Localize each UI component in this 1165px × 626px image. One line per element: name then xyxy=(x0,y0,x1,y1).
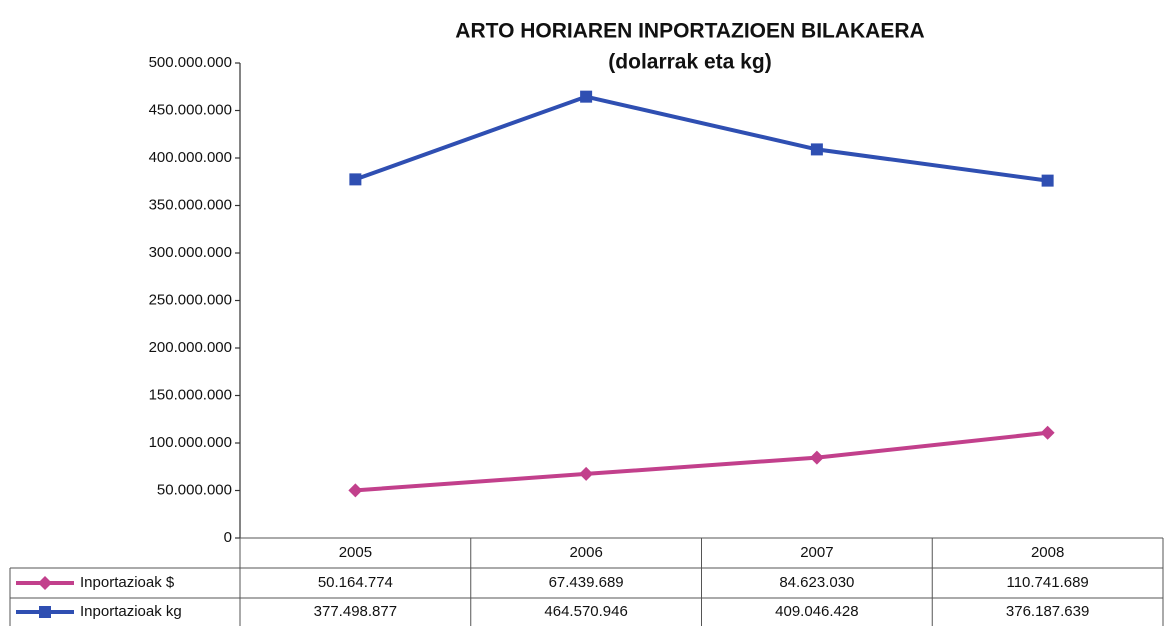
marker xyxy=(1040,425,1055,440)
y-tick-label: 150.000.000 xyxy=(149,386,232,403)
y-tick-label: 300.000.000 xyxy=(149,244,232,261)
table-value: 84.623.030 xyxy=(779,574,854,591)
y-tick-label: 450.000.000 xyxy=(149,101,232,118)
table-value: 377.498.877 xyxy=(314,603,397,620)
x-tick-label: 2007 xyxy=(800,544,833,561)
y-tick-label: 500.000.000 xyxy=(149,54,232,71)
table-value: 67.439.689 xyxy=(549,574,624,591)
y-tick-label: 350.000.000 xyxy=(149,196,232,213)
chart-title: ARTO HORIAREN INPORTAZIOEN BILAKAERA xyxy=(455,20,924,43)
y-tick-label: 50.000.000 xyxy=(157,481,232,498)
legend-label: Inportazioak $ xyxy=(80,574,175,591)
chart-subtitle: (dolarrak eta kg) xyxy=(608,51,771,74)
table-value: 409.046.428 xyxy=(775,603,858,620)
marker xyxy=(38,576,52,590)
marker xyxy=(348,483,363,498)
line xyxy=(354,94,1048,183)
table-value: 50.164.774 xyxy=(318,574,393,591)
y-tick-label: 0 xyxy=(224,529,232,546)
x-tick-label: 2006 xyxy=(569,544,602,561)
line xyxy=(355,430,1048,493)
y-tick-label: 400.000.000 xyxy=(149,149,232,166)
y-tick-label: 100.000.000 xyxy=(149,434,232,451)
marker xyxy=(809,450,824,465)
y-tick-label: 250.000.000 xyxy=(149,291,232,308)
marker xyxy=(39,606,51,618)
marker xyxy=(579,466,594,481)
x-tick-label: 2008 xyxy=(1031,544,1064,561)
marker xyxy=(349,173,362,186)
table-value: 464.570.946 xyxy=(544,603,627,620)
legend-label: Inportazioak kg xyxy=(80,603,182,620)
x-tick-label: 2005 xyxy=(339,544,372,561)
y-tick-label: 200.000.000 xyxy=(149,339,232,356)
table-value: 376.187.639 xyxy=(1006,603,1089,620)
table-value: 110.741.689 xyxy=(1006,574,1088,591)
marker xyxy=(1041,174,1054,187)
marker xyxy=(810,143,823,156)
marker xyxy=(580,90,593,103)
